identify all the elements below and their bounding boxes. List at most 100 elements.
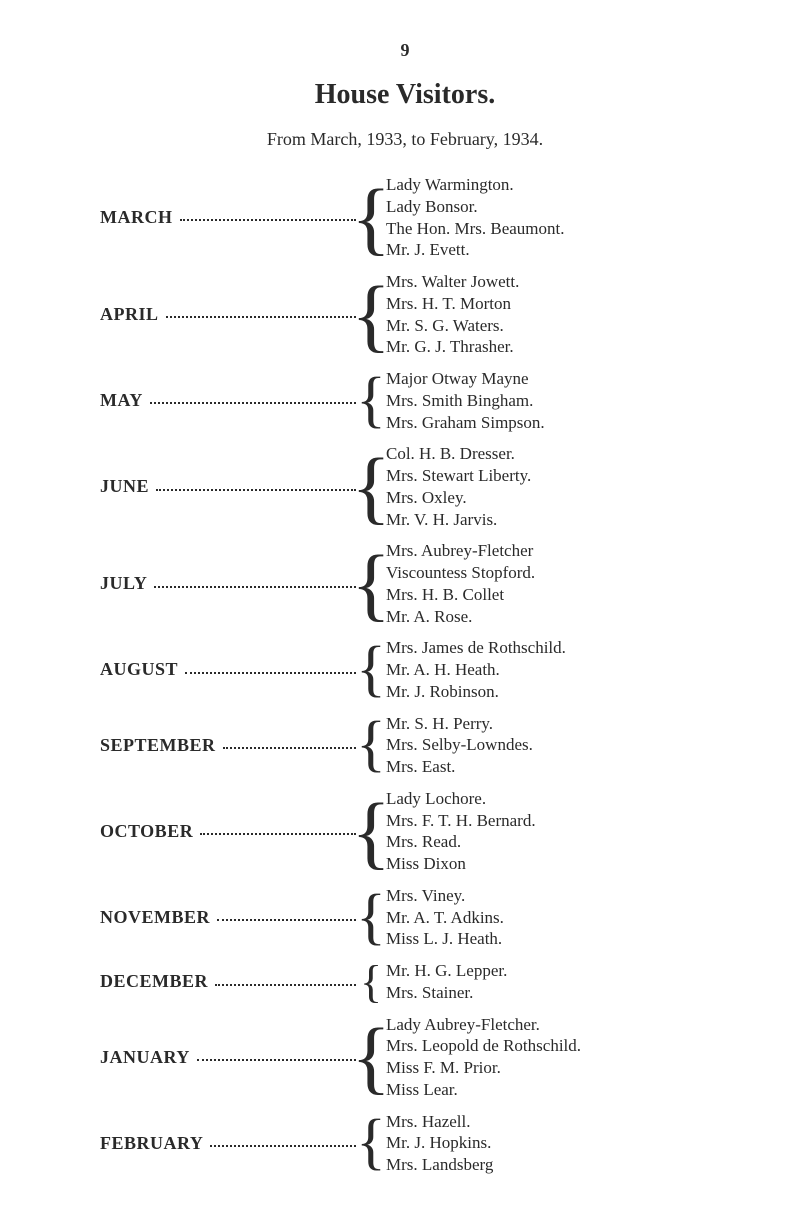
visitor-name: Mrs. Stainer. <box>386 982 710 1004</box>
visitor-name: Lady Lochore. <box>386 788 710 810</box>
visitor-name: Mrs. F. T. H. Bernard. <box>386 810 710 832</box>
month-entry: AUGUST {Mrs. James de Rothschild.Mr. A. H… <box>100 637 710 702</box>
visitor-name: Lady Warmington. <box>386 174 710 196</box>
visitor-name: Mrs. Oxley. <box>386 487 710 509</box>
brace-cell: { <box>360 458 382 515</box>
leader-dots <box>223 737 356 749</box>
month-cell: APRIL <box>100 304 360 325</box>
visitor-name: Mrs. East. <box>386 756 710 778</box>
month-entry: OCTOBER {Lady Lochore.Mrs. F. T. H. Berna… <box>100 788 710 875</box>
visitor-name: Mr. J. Robinson. <box>386 681 710 703</box>
visitor-name: Mr. J. Evett. <box>386 239 710 261</box>
visitor-name: Mrs. Stewart Liberty. <box>386 465 710 487</box>
month-cell: NOVEMBER <box>100 907 360 928</box>
visitor-name: Mr. S. H. Perry. <box>386 713 710 735</box>
month-cell: MARCH <box>100 207 360 228</box>
brace-cell: { <box>360 803 382 860</box>
names-list: Col. H. B. Dresser.Mrs. Stewart Liberty.… <box>382 443 710 530</box>
visitor-name: Mrs. Aubrey-Fletcher <box>386 540 710 562</box>
leader-dots <box>154 576 356 588</box>
month-cell: OCTOBER <box>100 821 360 842</box>
names-list: Major Otway MayneMrs. Smith Bingham.Mrs.… <box>382 368 710 433</box>
visitor-name: Mrs. Read. <box>386 831 710 853</box>
visitor-name: Mrs. James de Rothschild. <box>386 637 710 659</box>
leader-dots <box>156 479 356 491</box>
visitor-name: Mrs. Leopold de Rothschild. <box>386 1035 710 1057</box>
month-entry: JUNE {Col. H. B. Dresser.Mrs. Stewart Lib… <box>100 443 710 530</box>
month-entry: MARCH{Lady Warmington.Lady Bonsor.The Ho… <box>100 174 710 261</box>
leader-dots <box>210 1135 356 1147</box>
visitor-name: Mr. J. Hopkins. <box>386 1132 710 1154</box>
leader-dots <box>185 662 356 674</box>
visitor-name: Mrs. Hazell. <box>386 1111 710 1133</box>
visitor-name: Mrs. Viney. <box>386 885 710 907</box>
month-entry: JULY{Mrs. Aubrey-FletcherViscountess Sto… <box>100 540 710 627</box>
page-title: House Visitors. <box>100 79 710 111</box>
brace-cell: { <box>360 723 382 766</box>
leader-dots <box>150 393 356 405</box>
visitor-entries: MARCH{Lady Warmington.Lady Bonsor.The Ho… <box>100 174 710 1176</box>
visitor-name: Mrs. Selby-Lowndes. <box>386 734 710 756</box>
curly-brace-icon: { <box>360 966 382 998</box>
visitor-name: Miss L. J. Heath. <box>386 928 710 950</box>
names-list: Mr. H. G. Lepper.Mrs. Stainer. <box>382 960 710 1004</box>
visitor-name: Mr. V. H. Jarvis. <box>386 509 710 531</box>
month-label: SEPTEMBER <box>100 735 216 756</box>
page-subtitle: From March, 1933, to February, 1934. <box>100 129 710 150</box>
names-list: Mrs. James de Rothschild.Mr. A. H. Heath… <box>382 637 710 702</box>
month-cell: JANUARY <box>100 1047 360 1068</box>
visitor-name: Miss Dixon <box>386 853 710 875</box>
month-cell: MAY <box>100 390 360 411</box>
names-list: Lady Warmington.Lady Bonsor.The Hon. Mrs… <box>382 174 710 261</box>
visitor-name: Mr. H. G. Lepper. <box>386 960 710 982</box>
month-label: DECEMBER <box>100 971 208 992</box>
month-entry: SEPTEMBER {Mr. S. H. Perry.Mrs. Selby-Low… <box>100 713 710 778</box>
month-entry: NOVEMBER {Mrs. Viney.Mr. A. T. Adkins.Mis… <box>100 885 710 950</box>
leader-dots <box>217 910 356 922</box>
month-label: AUGUST <box>100 659 178 680</box>
month-entry: JANUARY{Lady Aubrey-Fletcher.Mrs. Leopol… <box>100 1014 710 1101</box>
visitor-name: Lady Aubrey-Fletcher. <box>386 1014 710 1036</box>
leader-dots <box>180 210 357 222</box>
visitor-name: Col. H. B. Dresser. <box>386 443 710 465</box>
visitor-name: Mrs. H. T. Morton <box>386 293 710 315</box>
visitor-name: Mr. S. G. Waters. <box>386 315 710 337</box>
visitor-name: Viscountess Stopford. <box>386 562 710 584</box>
month-entry: DECEMBER {Mr. H. G. Lepper.Mrs. Stainer. <box>100 960 710 1004</box>
leader-dots <box>200 823 356 835</box>
names-list: Mrs. Viney.Mr. A. T. Adkins.Miss L. J. H… <box>382 885 710 950</box>
names-list: Mrs. Walter Jowett.Mrs. H. T. MortonMr. … <box>382 271 710 358</box>
visitor-name: Lady Bonsor. <box>386 196 710 218</box>
month-cell: JULY <box>100 573 360 594</box>
visitor-name: Mr. G. J. Thrasher. <box>386 336 710 358</box>
brace-cell: { <box>360 896 382 939</box>
brace-cell: { <box>360 1121 382 1164</box>
month-cell: SEPTEMBER <box>100 735 360 756</box>
visitor-name: Mrs. Landsberg <box>386 1154 710 1176</box>
brace-cell: { <box>360 555 382 612</box>
leader-dots <box>215 974 356 986</box>
brace-cell: { <box>360 1028 382 1085</box>
names-list: Lady Lochore.Mrs. F. T. H. Bernard.Mrs. … <box>382 788 710 875</box>
visitor-name: Miss F. M. Prior. <box>386 1057 710 1079</box>
brace-cell: { <box>360 648 382 691</box>
brace-cell: { <box>360 379 382 422</box>
visitor-name: Mrs. Smith Bingham. <box>386 390 710 412</box>
names-list: Mrs. Aubrey-FletcherViscountess Stopford… <box>382 540 710 627</box>
visitor-name: Mr. A. T. Adkins. <box>386 907 710 929</box>
month-cell: FEBRUARY <box>100 1133 360 1154</box>
month-entry: MAY{Major Otway MayneMrs. Smith Bingham.… <box>100 368 710 433</box>
brace-cell: { <box>360 286 382 343</box>
visitor-name: Miss Lear. <box>386 1079 710 1101</box>
month-label: MARCH <box>100 207 173 228</box>
month-entry: FEBRUARY {Mrs. Hazell.Mr. J. Hopkins.Mrs.… <box>100 1111 710 1176</box>
leader-dots <box>197 1049 356 1061</box>
visitor-name: Mr. A. Rose. <box>386 606 710 628</box>
month-label: OCTOBER <box>100 821 193 842</box>
month-label: NOVEMBER <box>100 907 210 928</box>
brace-cell: { <box>360 966 382 998</box>
month-label: FEBRUARY <box>100 1133 203 1154</box>
visitor-name: Mrs. Walter Jowett. <box>386 271 710 293</box>
month-entry: APRIL{Mrs. Walter Jowett.Mrs. H. T. Mort… <box>100 271 710 358</box>
month-label: JUNE <box>100 476 149 497</box>
